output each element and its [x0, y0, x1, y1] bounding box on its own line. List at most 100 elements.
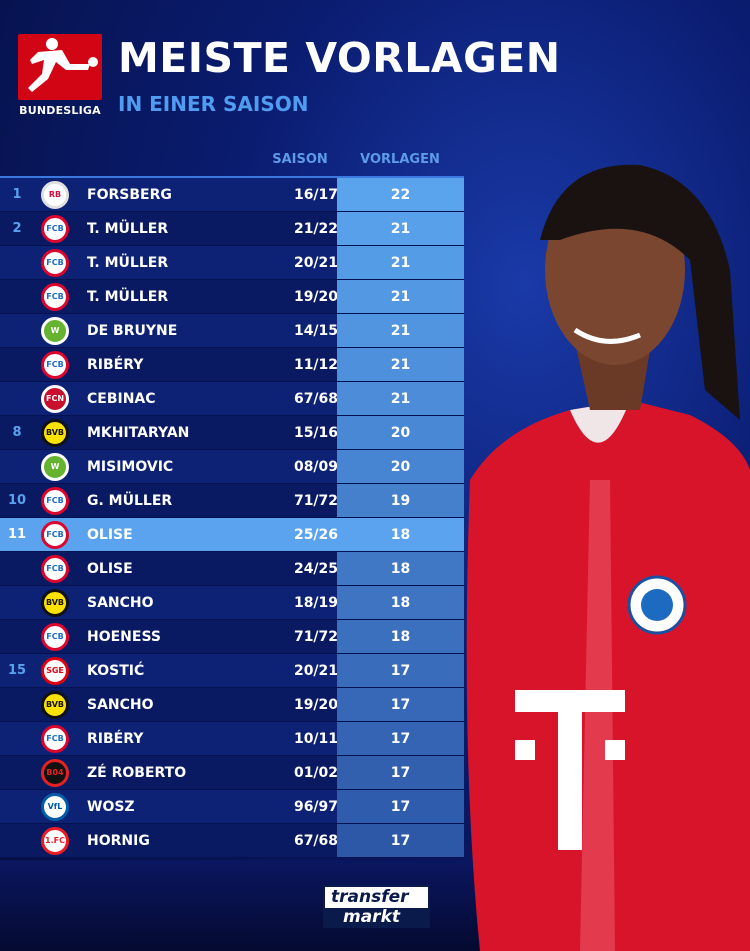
assists-value: 18 — [337, 620, 464, 653]
player-name: KOSTIĆ — [87, 662, 145, 679]
season: 21/22 — [293, 220, 339, 237]
club-crest-icon: B04 — [41, 758, 69, 787]
club-crest-icon: FCB — [41, 350, 69, 379]
club-crest-icon: SGE — [41, 656, 69, 685]
transfermarkt-logo: transfer markt — [323, 885, 430, 928]
club-crest-icon: FCB — [41, 724, 69, 753]
player-name: SANCHO — [87, 594, 154, 611]
assists-value: 21 — [337, 212, 464, 245]
column-header-season: SAISON — [272, 152, 328, 167]
table-row: 1 RB FORSBERG 16/17 22 — [0, 178, 464, 212]
player-name: T. MÜLLER — [87, 254, 169, 271]
bundesliga-logo — [18, 34, 102, 100]
assists-value: 21 — [337, 348, 464, 381]
rank: 2 — [12, 221, 22, 236]
page-subtitle: IN EINER SAISON — [118, 92, 309, 116]
table-row: 15 SGE KOSTIĆ 20/21 17 — [0, 654, 464, 688]
player-name: HOENESS — [87, 628, 161, 645]
page-title: MEISTE VORLAGEN — [118, 34, 561, 82]
player-name: DE BRUYNE — [87, 322, 178, 339]
club-crest-icon: 1.FC — [41, 826, 69, 855]
season: 67/68 — [293, 390, 339, 407]
season: 19/20 — [293, 288, 339, 305]
assists-value: 21 — [337, 314, 464, 347]
club-crest-icon: BVB — [41, 418, 69, 447]
club-crest-icon: FCB — [41, 248, 69, 277]
assists-value: 17 — [337, 688, 464, 721]
club-crest-icon: FCB — [41, 554, 69, 583]
player-name: RIBÉRY — [87, 356, 144, 373]
assists-value: 22 — [337, 178, 464, 211]
season: 16/17 — [293, 186, 339, 203]
rank: 11 — [7, 527, 27, 542]
season: 08/09 — [293, 458, 339, 475]
table-row: 1.FC HORNIG 67/68 17 — [0, 824, 464, 858]
column-header-assists: VORLAGEN — [360, 152, 440, 167]
club-crest-icon: BVB — [41, 588, 69, 617]
table-row: FCB T. MÜLLER 19/20 21 — [0, 280, 464, 314]
player-name: FORSBERG — [87, 186, 172, 203]
season: 71/72 — [293, 628, 339, 645]
assists-value: 20 — [337, 416, 464, 449]
table-row: FCB HOENESS 71/72 18 — [0, 620, 464, 654]
assists-value: 18 — [390, 526, 411, 543]
player-name: HORNIG — [87, 832, 150, 849]
season: 96/97 — [293, 798, 339, 815]
club-crest-icon: BVB — [41, 690, 69, 719]
season: 15/16 — [293, 424, 339, 441]
table-row: BVB SANCHO 19/20 17 — [0, 688, 464, 722]
table-row: FCB RIBÉRY 11/12 21 — [0, 348, 464, 382]
assists-value: 17 — [337, 654, 464, 687]
table-row: 8 BVB MKHITARYAN 15/16 20 — [0, 416, 464, 450]
player-name: WOSZ — [87, 798, 135, 815]
club-crest-icon: FCB — [41, 520, 69, 549]
club-crest-icon: FCB — [41, 622, 69, 651]
assists-value: 20 — [337, 450, 464, 483]
season: 67/68 — [293, 832, 339, 849]
rank: 10 — [7, 493, 27, 508]
season: 14/15 — [293, 322, 339, 339]
table-row: B04 ZÉ ROBERTO 01/02 17 — [0, 756, 464, 790]
assists-value: 17 — [337, 824, 464, 857]
bundesliga-logo-text: BUNDESLIGA — [19, 104, 101, 117]
brand-line1: transfer — [331, 887, 409, 907]
player-name: T. MÜLLER — [87, 220, 169, 237]
club-crest-icon: FCN — [41, 384, 69, 413]
assists-value: 21 — [337, 280, 464, 313]
assists-value: 21 — [337, 246, 464, 279]
club-crest-icon: W — [41, 316, 69, 345]
player-name: MISIMOVIC — [87, 458, 174, 475]
season: 01/02 — [293, 764, 339, 781]
brand-line2: markt — [325, 908, 428, 926]
season: 71/72 — [293, 492, 339, 509]
table-row: FCB T. MÜLLER 20/21 21 — [0, 246, 464, 280]
assists-value: 18 — [337, 586, 464, 619]
club-crest-icon: RB — [41, 180, 69, 209]
player-photo — [440, 150, 750, 951]
assists-value: 17 — [337, 756, 464, 789]
player-name: ZÉ ROBERTO — [87, 764, 187, 781]
club-crest-icon: W — [41, 452, 69, 481]
assists-value: 21 — [337, 382, 464, 415]
assists-value: 17 — [337, 790, 464, 823]
player-name: T. MÜLLER — [87, 288, 169, 305]
assists-value: 19 — [337, 484, 464, 517]
table-row: 2 FCB T. MÜLLER 21/22 21 — [0, 212, 464, 246]
table-row: VfL WOSZ 96/97 17 — [0, 790, 464, 824]
season: 25/26 — [293, 526, 339, 543]
rank: 8 — [12, 425, 22, 440]
season: 11/12 — [293, 356, 339, 373]
season: 19/20 — [293, 696, 339, 713]
table-row: BVB SANCHO 18/19 18 — [0, 586, 464, 620]
table-row: FCN CEBINAC 67/68 21 — [0, 382, 464, 416]
ranking-table: 1 RB FORSBERG 16/17 22 2 FCB T. MÜLLER 21… — [0, 176, 464, 858]
assists-value: 18 — [337, 552, 464, 585]
club-crest-icon: FCB — [41, 282, 69, 311]
club-crest-icon: FCB — [41, 486, 69, 515]
table-row: W MISIMOVIC 08/09 20 — [0, 450, 464, 484]
player-name: G. MÜLLER — [87, 492, 173, 509]
season: 10/11 — [293, 730, 339, 747]
rank: 15 — [7, 663, 27, 678]
player-name: RIBÉRY — [87, 730, 144, 747]
player-name: SANCHO — [87, 696, 154, 713]
